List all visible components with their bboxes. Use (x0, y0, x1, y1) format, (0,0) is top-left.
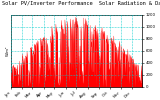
Y-axis label: W/m²: W/m² (6, 46, 10, 56)
Text: Solar PV/Inverter Performance  Solar Radiation & Day Average per Minute: Solar PV/Inverter Performance Solar Radi… (2, 0, 160, 6)
